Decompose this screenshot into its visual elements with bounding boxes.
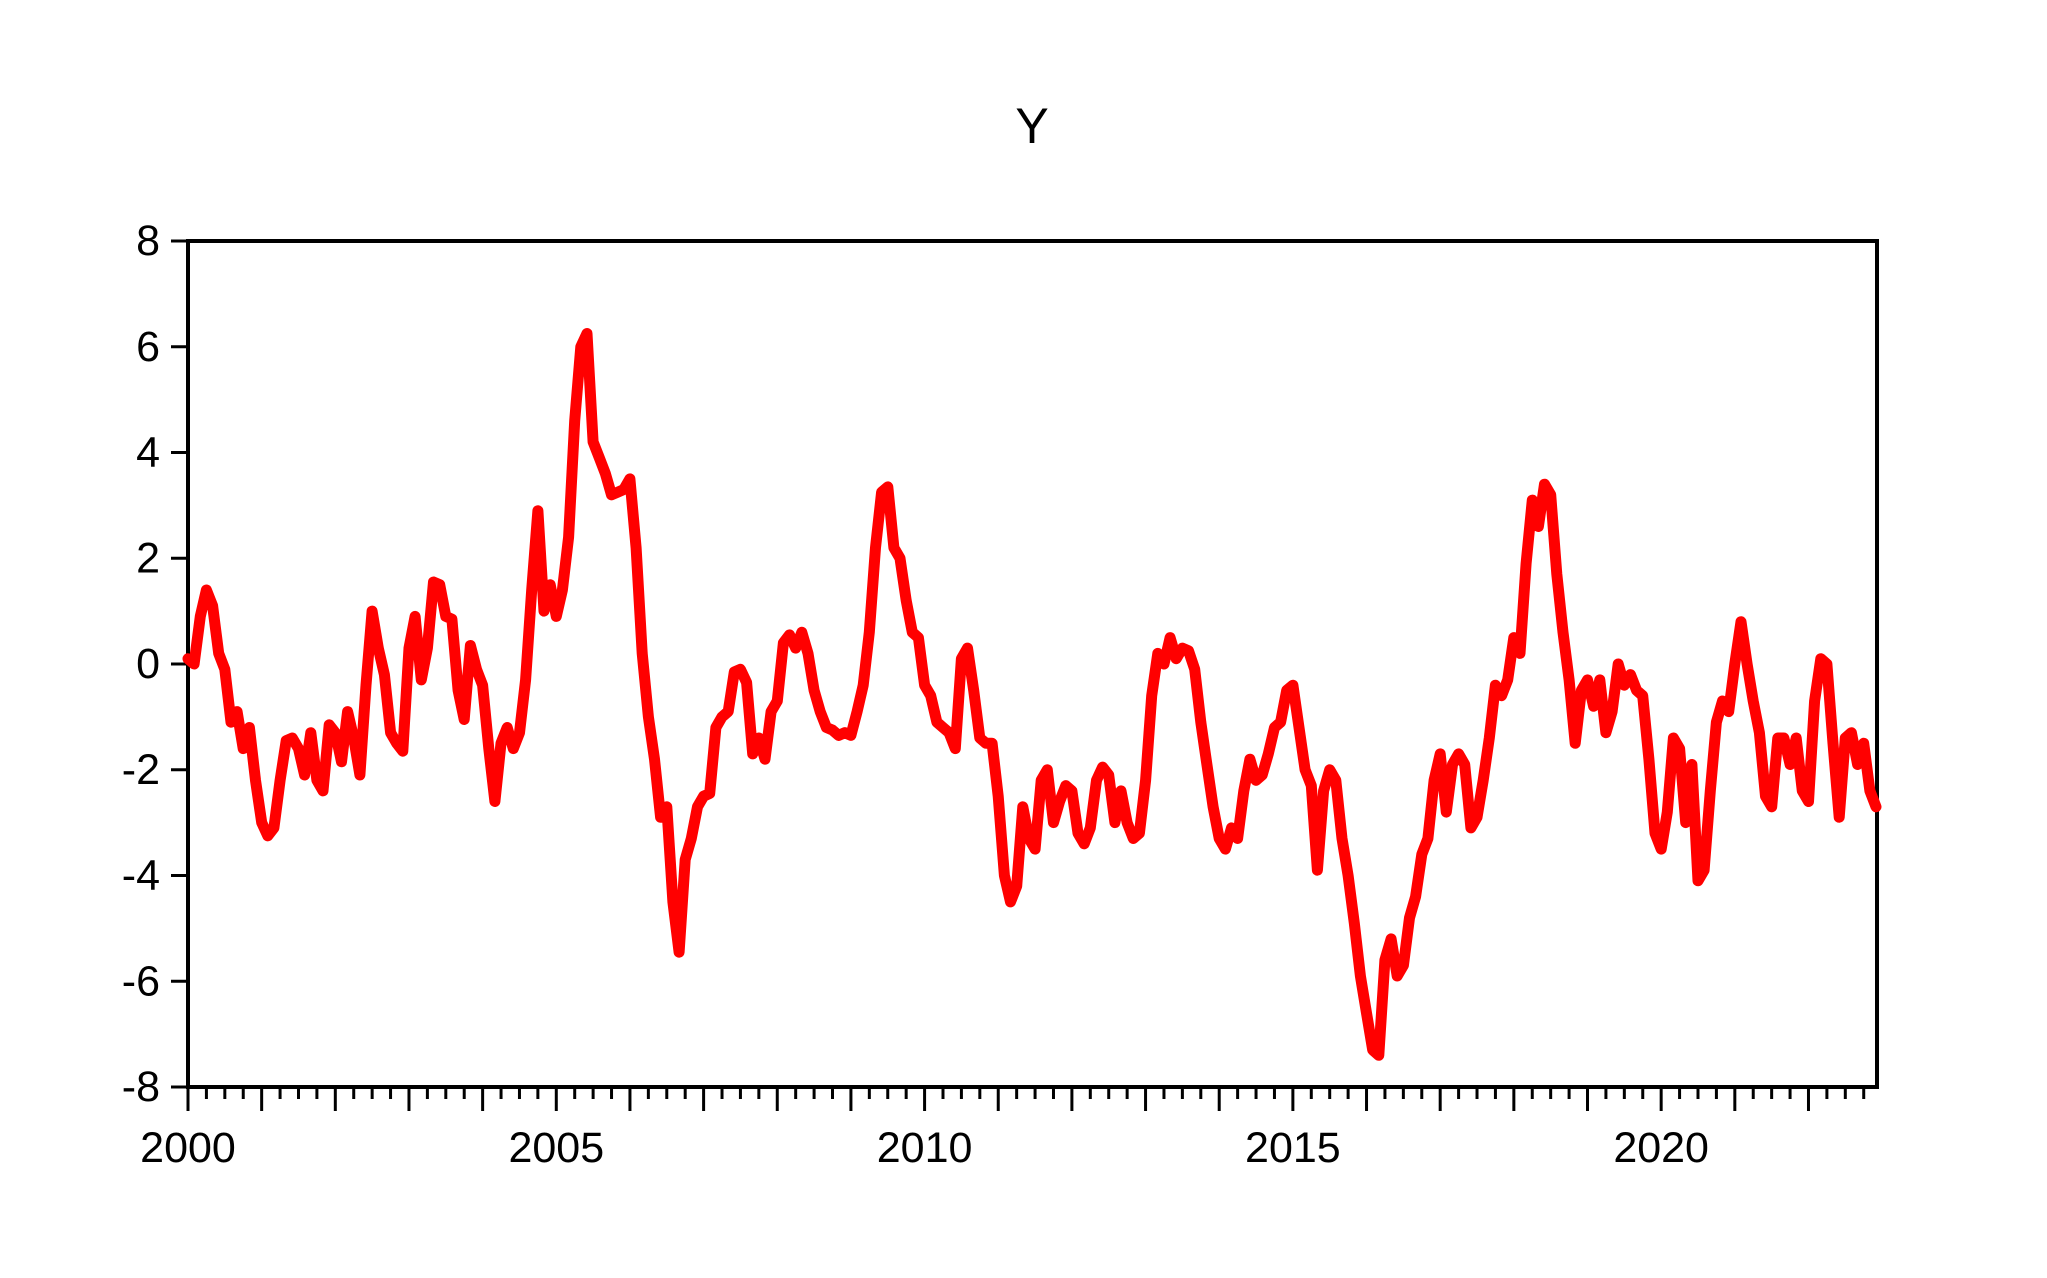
series-line-y bbox=[182, 328, 1882, 1061]
x-tick-label: 2010 bbox=[877, 1124, 973, 1172]
y-tick-label: 8 bbox=[136, 217, 160, 265]
y-tick-label: 4 bbox=[136, 429, 160, 477]
x-tick-label: 2000 bbox=[140, 1124, 236, 1172]
y-tick-label: -4 bbox=[122, 852, 160, 900]
y-tick-label: 2 bbox=[136, 534, 160, 582]
y-tick-label: -6 bbox=[122, 957, 160, 1005]
y-tick-label: -8 bbox=[122, 1063, 160, 1111]
y-tick-label: 0 bbox=[136, 640, 160, 688]
chart-generated-layers: 8 6 4 2 0 -2 -4 -6 -8 2000 2005 2010 2015 2020 bbox=[122, 217, 1882, 1172]
x-tick-label: 2005 bbox=[508, 1124, 604, 1172]
x-tick-label: 2015 bbox=[1245, 1124, 1341, 1172]
x-tick-label: 2020 bbox=[1613, 1124, 1709, 1172]
y-tick-label: -2 bbox=[122, 746, 160, 794]
chart-title: Y bbox=[1015, 98, 1048, 154]
y-tick-label: 6 bbox=[136, 323, 160, 371]
